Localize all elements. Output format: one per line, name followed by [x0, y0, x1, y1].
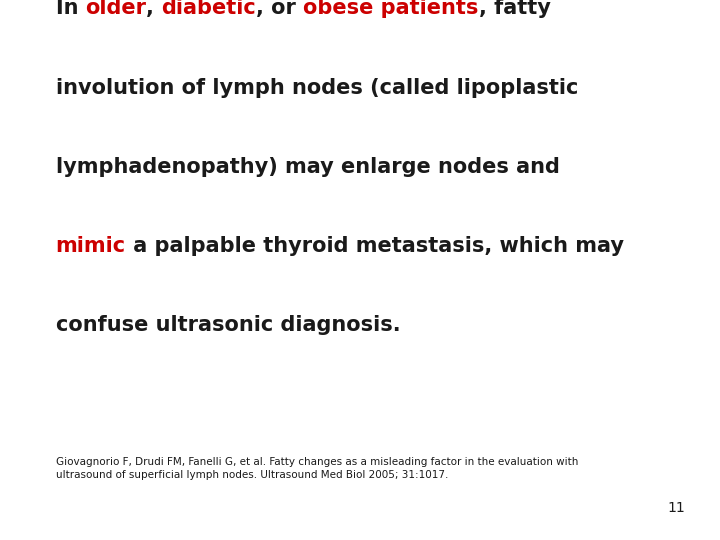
- Text: lymphadenopathy) may enlarge nodes and: lymphadenopathy) may enlarge nodes and: [55, 157, 559, 177]
- Text: ,: ,: [146, 0, 161, 18]
- Text: involution of lymph nodes (called lipoplastic: involution of lymph nodes (called lipopl…: [55, 78, 578, 98]
- Text: older: older: [85, 0, 146, 18]
- Text: confuse ultrasonic diagnosis.: confuse ultrasonic diagnosis.: [55, 315, 400, 335]
- Text: diabetic: diabetic: [161, 0, 256, 18]
- Text: obese patients: obese patients: [303, 0, 479, 18]
- Text: , or: , or: [256, 0, 303, 18]
- Text: Giovagnorio F, Drudi FM, Fanelli G, et al. Fatty changes as a misleading factor : Giovagnorio F, Drudi FM, Fanelli G, et a…: [55, 457, 578, 480]
- Text: 11: 11: [667, 501, 685, 515]
- Text: In: In: [55, 0, 85, 18]
- Text: , fatty: , fatty: [479, 0, 551, 18]
- Text: mimic: mimic: [55, 236, 126, 256]
- Text: a palpable thyroid metastasis, which may: a palpable thyroid metastasis, which may: [126, 236, 624, 256]
